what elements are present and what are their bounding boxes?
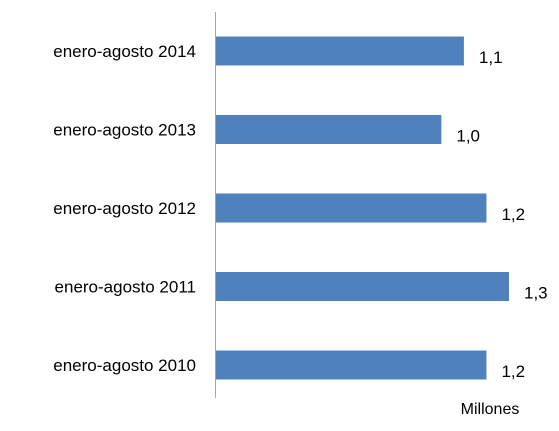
bars-layer <box>216 36 509 380</box>
category-label: enero-agosto 2012 <box>53 199 196 218</box>
data-label: 1,0 <box>456 127 480 146</box>
category-label: enero-agosto 2014 <box>53 42 196 61</box>
bar <box>216 272 509 301</box>
bar <box>216 193 487 223</box>
category-label: enero-agosto 2011 <box>55 278 196 297</box>
bar <box>216 36 464 66</box>
unit-label: Millones <box>461 401 520 418</box>
labels-layer: enero-agosto 2014 1,1 enero-agosto 2013 1,0… <box>53 42 547 381</box>
category-label: enero-agosto 2010 <box>53 356 196 375</box>
bar <box>216 350 487 380</box>
bar <box>216 115 442 144</box>
data-label: 1,3 <box>524 284 548 303</box>
data-label: 1,2 <box>501 362 525 381</box>
category-label: enero-agosto 2013 <box>53 121 196 140</box>
data-label: 1,2 <box>501 205 525 224</box>
data-label: 1,1 <box>479 48 503 67</box>
